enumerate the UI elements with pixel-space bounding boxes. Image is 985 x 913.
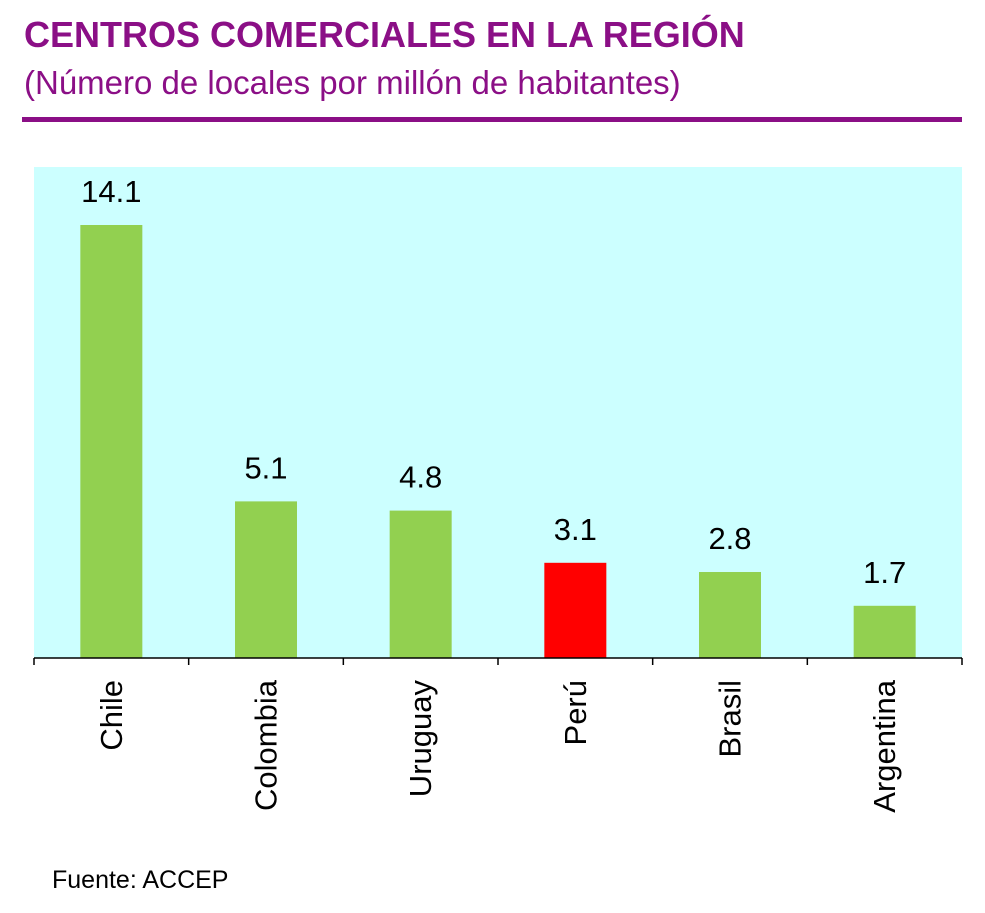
category-label-peru: Perú: [558, 680, 593, 745]
bar-argentina: [853, 605, 916, 658]
value-label-group: 14.1 5.1 4.8 3.1 2.8 1.7: [81, 174, 906, 590]
bar-uruguay: [389, 510, 452, 658]
category-label-colombia: Colombia: [249, 679, 284, 811]
title-divider: [22, 117, 962, 122]
value-label-uruguay: 4.8: [399, 460, 442, 495]
plot-area: [34, 167, 962, 658]
x-axis: [33, 657, 963, 665]
chart-subtitle: (Número de locales por millón de habitan…: [24, 64, 681, 101]
bar-chile: [80, 225, 143, 658]
bar-chart: 14.1 5.1 4.8 3.1 2.8 1.7 Chile Colombia Uruguay…: [33, 167, 963, 813]
chart-title: CENTROS COMERCIALES EN LA REGIÓN: [24, 14, 745, 55]
category-label-group: Chile Colombia Uruguay Perú Brasil Argentina: [94, 679, 902, 812]
category-label-uruguay: Uruguay: [403, 680, 438, 798]
category-label-chile: Chile: [94, 680, 129, 751]
bar-group: [80, 225, 916, 658]
value-label-brasil: 2.8: [708, 521, 751, 556]
value-label-chile: 14.1: [81, 174, 141, 209]
value-label-peru: 3.1: [554, 512, 597, 547]
source-note: Fuente: ACCEP: [52, 866, 229, 894]
value-label-colombia: 5.1: [244, 450, 287, 485]
category-label-brasil: Brasil: [713, 680, 748, 758]
category-label-argentina: Argentina: [867, 679, 902, 812]
bar-peru: [544, 562, 607, 658]
bar-brasil: [699, 572, 761, 658]
bar-colombia: [235, 501, 297, 658]
value-label-argentina: 1.7: [863, 555, 906, 590]
